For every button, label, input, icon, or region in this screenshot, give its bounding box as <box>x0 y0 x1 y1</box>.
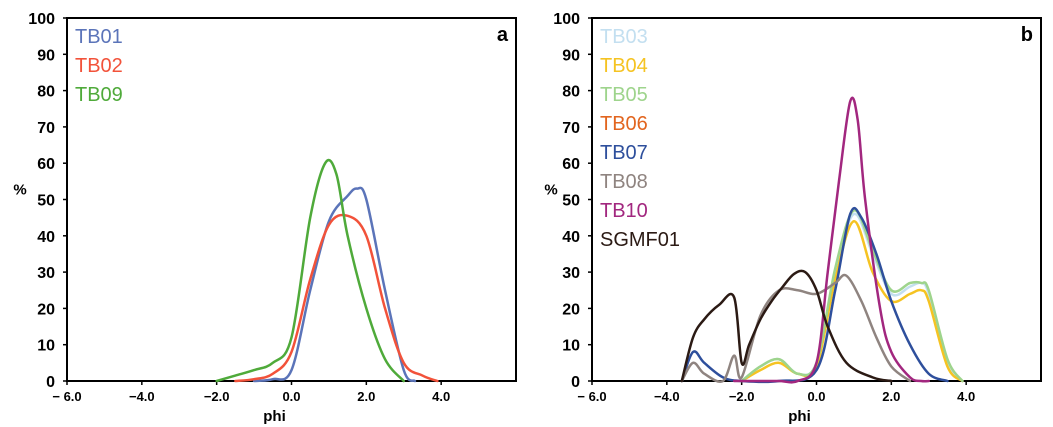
y-tick-label: 30 <box>37 265 55 282</box>
x-tick-label: 2.0 <box>882 389 900 404</box>
x-tick-label: 4.0 <box>957 389 975 404</box>
x-tick-label: −4.0 <box>129 389 155 404</box>
y-tick-label: 10 <box>37 338 55 355</box>
y-tick-label: 70 <box>562 120 580 137</box>
legend-entry-tb08: TB08 <box>600 171 648 193</box>
y-tick-label: 60 <box>562 156 580 173</box>
series-line-tb02 <box>234 213 439 383</box>
y-tick-label: 20 <box>37 301 55 318</box>
y-tick-label: 0 <box>46 374 55 391</box>
y-tick-label: 40 <box>562 229 580 246</box>
y-tick-label: 100 <box>553 11 580 28</box>
x-tick-label: −4.0 <box>654 389 680 404</box>
legend-entry-sgmf01: SGMF01 <box>600 229 680 251</box>
y-tick-label: 80 <box>562 84 580 101</box>
legend-entry-tb04: TB04 <box>600 55 648 77</box>
x-tick-label: −2.0 <box>729 389 755 404</box>
legend-entry-tb02: TB02 <box>75 55 123 77</box>
x-tick-label: −2.0 <box>204 389 230 404</box>
legend-entry-tb07: TB07 <box>600 142 648 164</box>
y-tick-label: 90 <box>562 47 580 64</box>
legend-entry-tb05: TB05 <box>600 84 648 106</box>
panel-a: 0 10 20 30 40 50 60 70 80 90 100 − 6.0 −4.0 −2.0 0.0 2.… <box>13 11 517 425</box>
plot-frame <box>66 17 517 382</box>
series-line-tb01 <box>252 186 417 383</box>
legend-entry-tb01: TB01 <box>75 26 123 48</box>
y-tick-label: 80 <box>37 84 55 101</box>
x-tick-label: − 6.0 <box>577 389 606 404</box>
legend-entry-tb09: TB09 <box>75 84 123 106</box>
x-tick-label: 2.0 <box>357 389 375 404</box>
y-tick-label: 50 <box>37 193 55 210</box>
series-line-tb07 <box>680 206 949 384</box>
plot-frame <box>591 17 1042 382</box>
series-line-tb10 <box>732 96 930 384</box>
series-line-sgmf01 <box>680 269 893 383</box>
series-line-tb08 <box>680 273 912 383</box>
y-tick-label: 0 <box>571 374 580 391</box>
legend-entry-tb03: TB03 <box>600 26 648 48</box>
y-tick-label: 70 <box>37 120 55 137</box>
y-tick-label: 50 <box>562 193 580 210</box>
x-axis-title: phi <box>788 408 811 425</box>
x-tick-label: 0.0 <box>282 389 300 404</box>
y-tick-label: 90 <box>37 47 55 64</box>
y-tick-label: 40 <box>37 229 55 246</box>
legend-entry-tb10: TB10 <box>600 200 648 222</box>
panel-b: 0 10 20 30 40 50 60 70 80 90 100 − 6.0 −4.0 −2.0 0.0 2.… <box>544 11 1042 425</box>
series-line-tb04 <box>740 220 964 383</box>
x-tick-label: − 6.0 <box>52 389 81 404</box>
y-axis-title: % <box>13 182 26 199</box>
x-axis-title: phi <box>263 408 286 425</box>
y-tick-label: 10 <box>562 338 580 355</box>
y-tick-label: 30 <box>562 265 580 282</box>
x-tick-label: 4.0 <box>432 389 450 404</box>
y-axis-title: % <box>544 182 557 199</box>
y-tick-label: 100 <box>28 11 55 28</box>
y-tick-label: 20 <box>562 301 580 318</box>
x-tick-label: 0.0 <box>807 389 825 404</box>
legend-entry-tb06: TB06 <box>600 113 648 135</box>
y-tick-label: 60 <box>37 156 55 173</box>
series-line-tb09 <box>215 158 405 383</box>
panel-label: b <box>1021 24 1033 46</box>
panel-label: a <box>497 24 509 46</box>
